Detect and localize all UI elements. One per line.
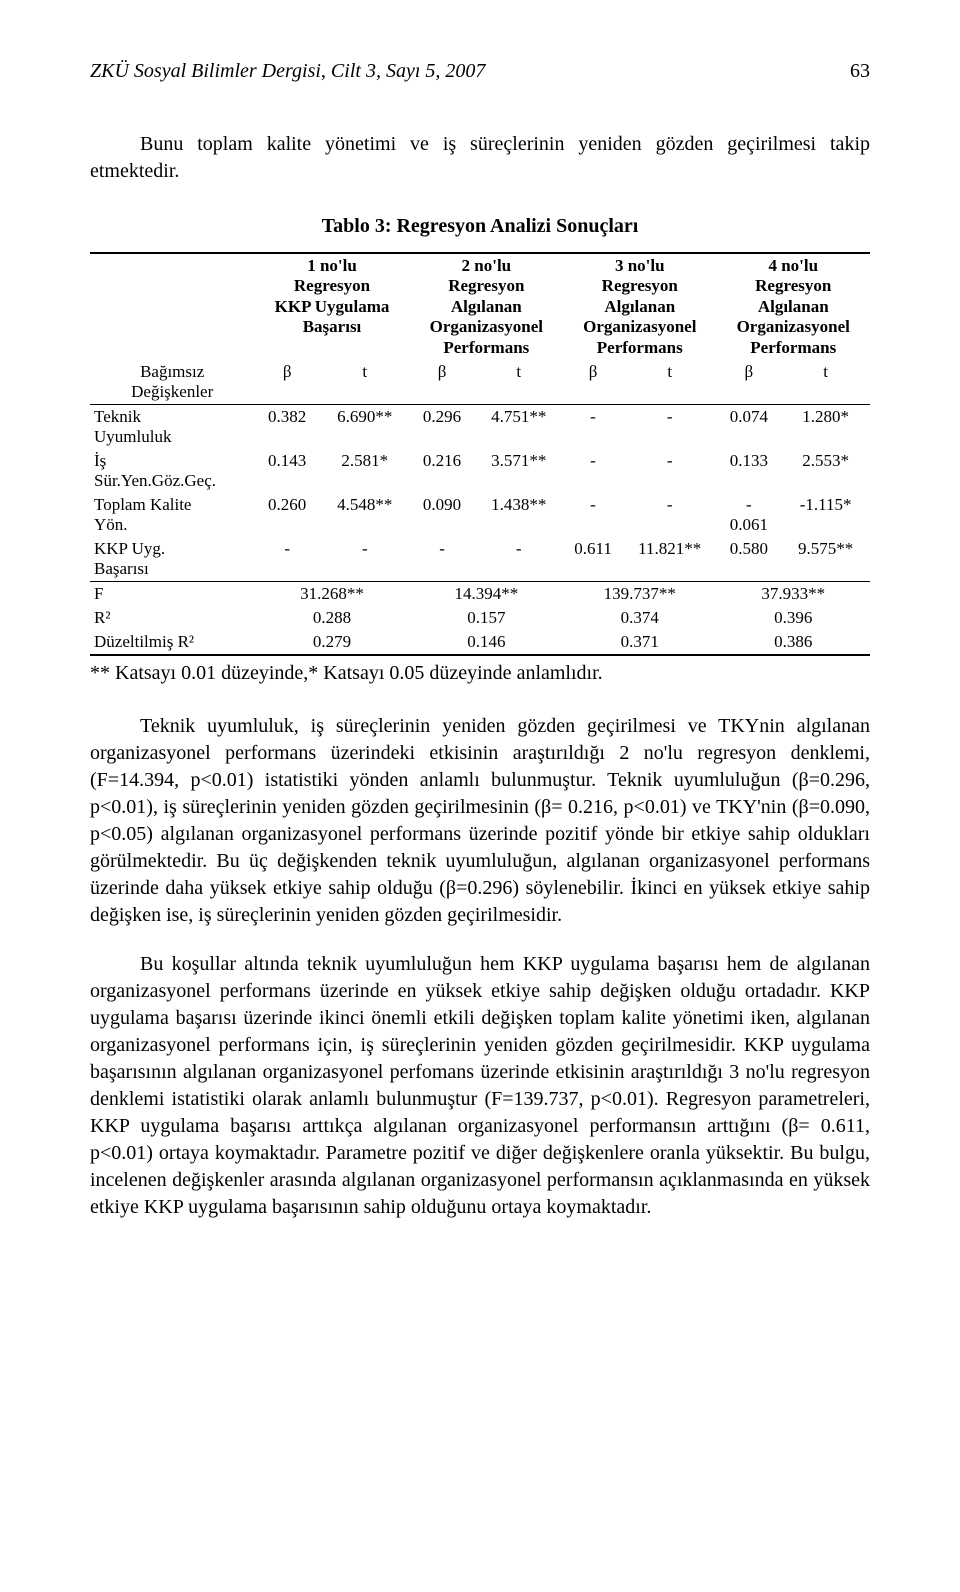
col-t-2: t: [474, 360, 563, 405]
cell-F-2: 14.394**: [410, 581, 563, 606]
page: ZKÜ Sosyal Bilimler Dergisi, Cilt 3, Say…: [0, 0, 960, 1323]
model-header-1: 1 no'luRegresyonKKP UygulamaBaşarısı: [254, 253, 409, 360]
cell: 0.580: [716, 537, 781, 582]
cell: -: [474, 537, 563, 582]
cell: -1.115*: [781, 493, 870, 537]
row-label-R2: R²: [90, 606, 254, 630]
cell: 3.571**: [474, 449, 563, 493]
body-paragraph-1: Teknik uyumluluk, iş süreçlerinin yenide…: [90, 713, 870, 929]
row-label-kkp: KKP Uyg.Başarısı: [90, 537, 254, 582]
cell: 11.821**: [623, 537, 717, 582]
cell: 4.751**: [474, 404, 563, 449]
cell-F-1: 31.268**: [254, 581, 409, 606]
col-beta-4: β: [716, 360, 781, 405]
col-t-3: t: [623, 360, 717, 405]
cell-R2-3: 0.374: [563, 606, 716, 630]
model-header-3: 3 no'luRegresyonAlgılananOrganizasyonelP…: [563, 253, 716, 360]
cell: 6.690**: [320, 404, 410, 449]
row-label-dependent: BağımsızDeğişkenler: [90, 360, 254, 405]
cell: -: [623, 493, 717, 537]
model-header-2: 2 no'luRegresyonAlgılananOrganizasyonelP…: [410, 253, 563, 360]
cell: 1.438**: [474, 493, 563, 537]
cell-R2-4: 0.396: [716, 606, 870, 630]
col-beta-1: β: [254, 360, 320, 405]
cell: -: [623, 449, 717, 493]
intro-paragraph: Bunu toplam kalite yönetimi ve iş süreçl…: [90, 131, 870, 185]
cell-F-4: 37.933**: [716, 581, 870, 606]
cell: 0.611: [563, 537, 623, 582]
row-label-tky: Toplam KaliteYön.: [90, 493, 254, 537]
table-corner-blank: [90, 253, 254, 360]
cell: -: [623, 404, 717, 449]
body-paragraph-2: Bu koşullar altında teknik uyumluluğun h…: [90, 951, 870, 1221]
table-footnote: ** Katsayı 0.01 düzeyinde,* Katsayı 0.05…: [90, 662, 870, 685]
cell: -: [410, 537, 475, 582]
cell: 0.074: [716, 404, 781, 449]
row-label-adjR2: Düzeltilmiş R²: [90, 630, 254, 655]
cell: 0.382: [254, 404, 320, 449]
cell: -0.061: [716, 493, 781, 537]
col-t-1: t: [320, 360, 410, 405]
cell: 0.260: [254, 493, 320, 537]
running-header: ZKÜ Sosyal Bilimler Dergisi, Cilt 3, Say…: [90, 60, 870, 83]
cell: -: [320, 537, 410, 582]
cell: -: [563, 449, 623, 493]
table-title: Tablo 3: Regresyon Analizi Sonuçları: [90, 215, 870, 238]
cell-adjR2-2: 0.146: [410, 630, 563, 655]
cell-R2-2: 0.157: [410, 606, 563, 630]
cell-adjR2-4: 0.386: [716, 630, 870, 655]
regression-table: 1 no'luRegresyonKKP UygulamaBaşarısı 2 n…: [90, 252, 870, 656]
col-t-4: t: [781, 360, 870, 405]
cell-adjR2-1: 0.279: [254, 630, 409, 655]
cell: -: [254, 537, 320, 582]
row-label-is: İşSür.Yen.Göz.Geç.: [90, 449, 254, 493]
cell: 0.216: [410, 449, 475, 493]
row-label-teknik: TeknikUyumluluk: [90, 404, 254, 449]
cell-R2-1: 0.288: [254, 606, 409, 630]
cell: -: [563, 404, 623, 449]
cell: 1.280*: [781, 404, 870, 449]
row-label-F: F: [90, 581, 254, 606]
cell: -: [563, 493, 623, 537]
cell: 0.143: [254, 449, 320, 493]
cell: 0.090: [410, 493, 475, 537]
cell: 9.575**: [781, 537, 870, 582]
model-header-4: 4 no'luRegresyonAlgılananOrganizasyonelP…: [716, 253, 870, 360]
page-number: 63: [850, 60, 870, 83]
cell: 0.133: [716, 449, 781, 493]
col-beta-3: β: [563, 360, 623, 405]
col-beta-2: β: [410, 360, 475, 405]
cell: 4.548**: [320, 493, 410, 537]
journal-title: ZKÜ Sosyal Bilimler Dergisi, Cilt 3, Say…: [90, 60, 485, 82]
cell: 2.553*: [781, 449, 870, 493]
cell: 2.581*: [320, 449, 410, 493]
cell-F-3: 139.737**: [563, 581, 716, 606]
cell-adjR2-3: 0.371: [563, 630, 716, 655]
cell: 0.296: [410, 404, 475, 449]
